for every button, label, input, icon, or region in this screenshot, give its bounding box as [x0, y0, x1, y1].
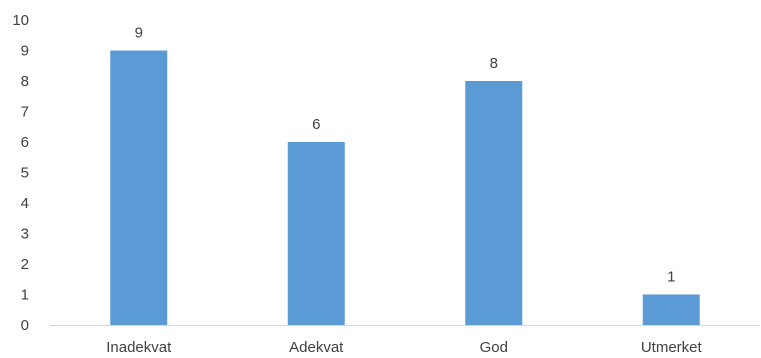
- data-label-adekvat: 6: [312, 116, 320, 133]
- x-tick-label-utmerket: Utmerket: [641, 339, 703, 356]
- x-tick-label-adekvat: Adekvat: [289, 339, 344, 356]
- y-tick-label: 6: [21, 134, 29, 151]
- y-tick-label: 2: [21, 256, 29, 273]
- data-label-inadekvat: 9: [135, 25, 143, 42]
- y-tick-label: 1: [21, 287, 29, 304]
- x-axis-tick-labels: Inadekvat Adekvat God Utmerket: [106, 339, 702, 356]
- y-tick-label: 10: [12, 12, 29, 29]
- y-tick-label: 9: [21, 43, 29, 60]
- y-tick-label: 4: [21, 195, 29, 212]
- y-axis-tick-labels: 0 1 2 3 4 5 6 7 8 9 10: [12, 12, 29, 334]
- bar-adekvat: [287, 142, 345, 325]
- data-label-god: 8: [490, 55, 498, 72]
- bars: [110, 50, 700, 325]
- x-tick-label-god: God: [480, 339, 508, 356]
- y-tick-label: 7: [21, 104, 29, 121]
- x-tick-label-inadekvat: Inadekvat: [106, 339, 172, 356]
- y-tick-label: 5: [21, 165, 29, 182]
- bar-inadekvat: [110, 50, 168, 325]
- bar-god: [465, 81, 523, 325]
- y-tick-label: 3: [21, 226, 29, 243]
- bar-utmerket: [642, 294, 700, 325]
- data-label-utmerket: 1: [667, 269, 675, 286]
- y-tick-label: 8: [21, 73, 29, 90]
- y-tick-label: 0: [21, 317, 29, 334]
- data-labels: 9 6 8 1: [135, 25, 676, 286]
